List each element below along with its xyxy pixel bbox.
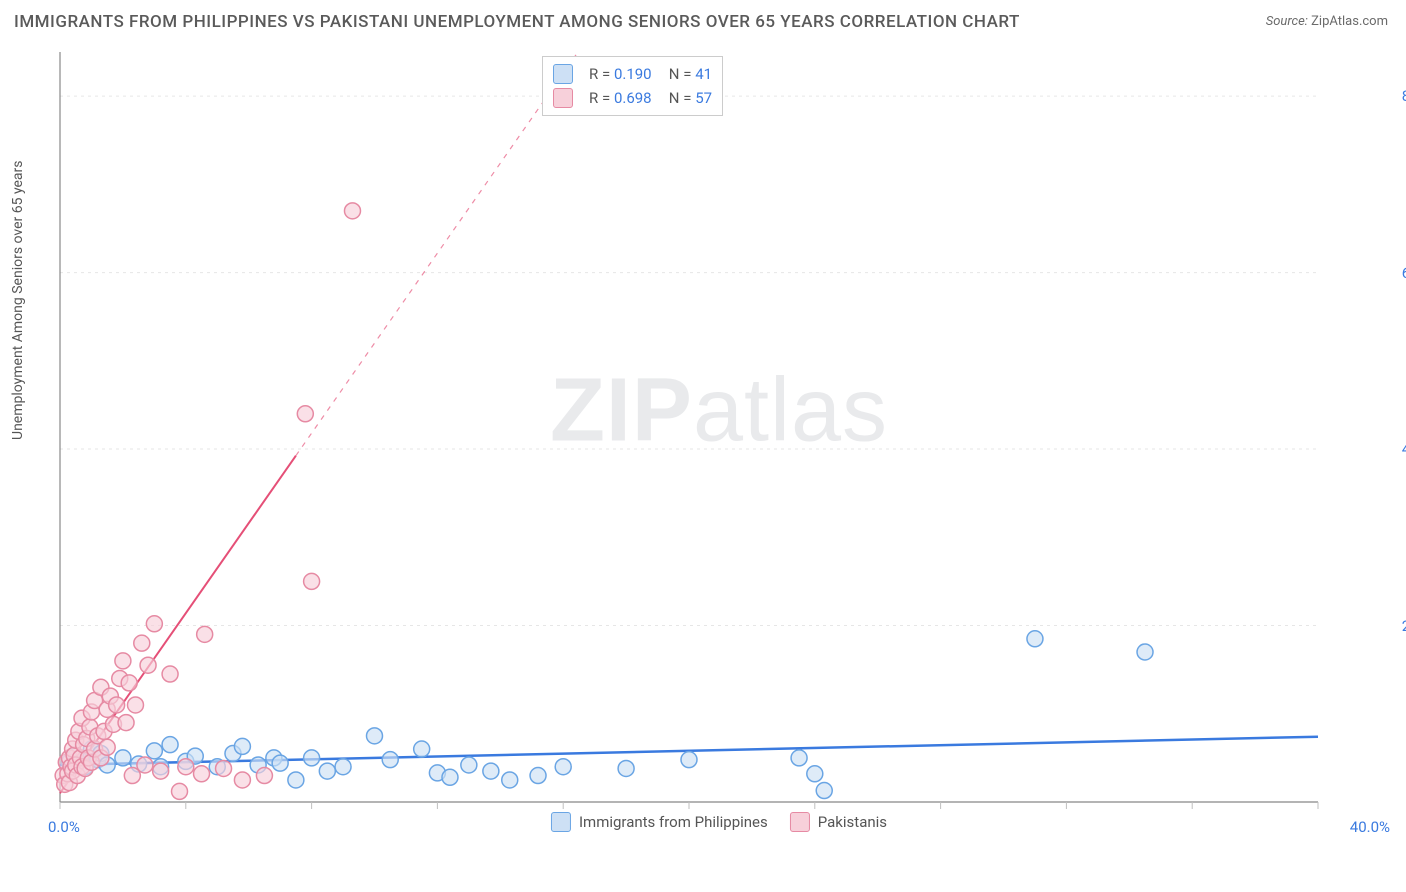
legend-row: R = 0.190 N = 41 xyxy=(553,62,712,86)
y-tick-label: 80.0% xyxy=(1402,87,1406,105)
legend-item: Immigrants from Philippines xyxy=(551,812,768,832)
legend-label: Immigrants from Philippines xyxy=(579,813,768,831)
legend-label: Pakistanis xyxy=(818,813,887,831)
source-attribution: Source: ZipAtlas.com xyxy=(1266,14,1388,29)
chart-title: IMMIGRANTS FROM PHILIPPINES VS PAKISTANI… xyxy=(14,12,1020,32)
source-label: Source: xyxy=(1266,14,1308,29)
legend-item: Pakistanis xyxy=(790,812,887,832)
y-tick-label: 40.0% xyxy=(1402,440,1406,458)
y-axis-label: Unemployment Among Seniors over 65 years xyxy=(10,161,26,441)
scatter-plot xyxy=(54,52,1384,832)
y-tick-label: 60.0% xyxy=(1402,264,1406,282)
x-origin-label: 0.0% xyxy=(48,818,80,836)
legend-swatch xyxy=(553,88,573,108)
legend-swatch xyxy=(790,812,810,832)
source-value: ZipAtlas.com xyxy=(1311,14,1388,29)
legend-swatch xyxy=(551,812,571,832)
chart-area: ZIPatlas R = 0.190 N = 41R = 0.698 N = 5… xyxy=(54,52,1384,832)
legend-stats: R = 0.190 N = 41 xyxy=(583,65,712,83)
legend-stats: R = 0.698 N = 57 xyxy=(583,89,712,107)
legend-row: R = 0.698 N = 57 xyxy=(553,86,712,110)
y-tick-label: 20.0% xyxy=(1402,617,1406,635)
legend-swatch xyxy=(553,64,573,84)
series-legend: Immigrants from Philippines Pakistanis xyxy=(551,812,887,832)
x-max-label: 40.0% xyxy=(1350,818,1390,836)
correlation-legend: R = 0.190 N = 41 R = 0.698 N = 57 xyxy=(542,56,723,116)
